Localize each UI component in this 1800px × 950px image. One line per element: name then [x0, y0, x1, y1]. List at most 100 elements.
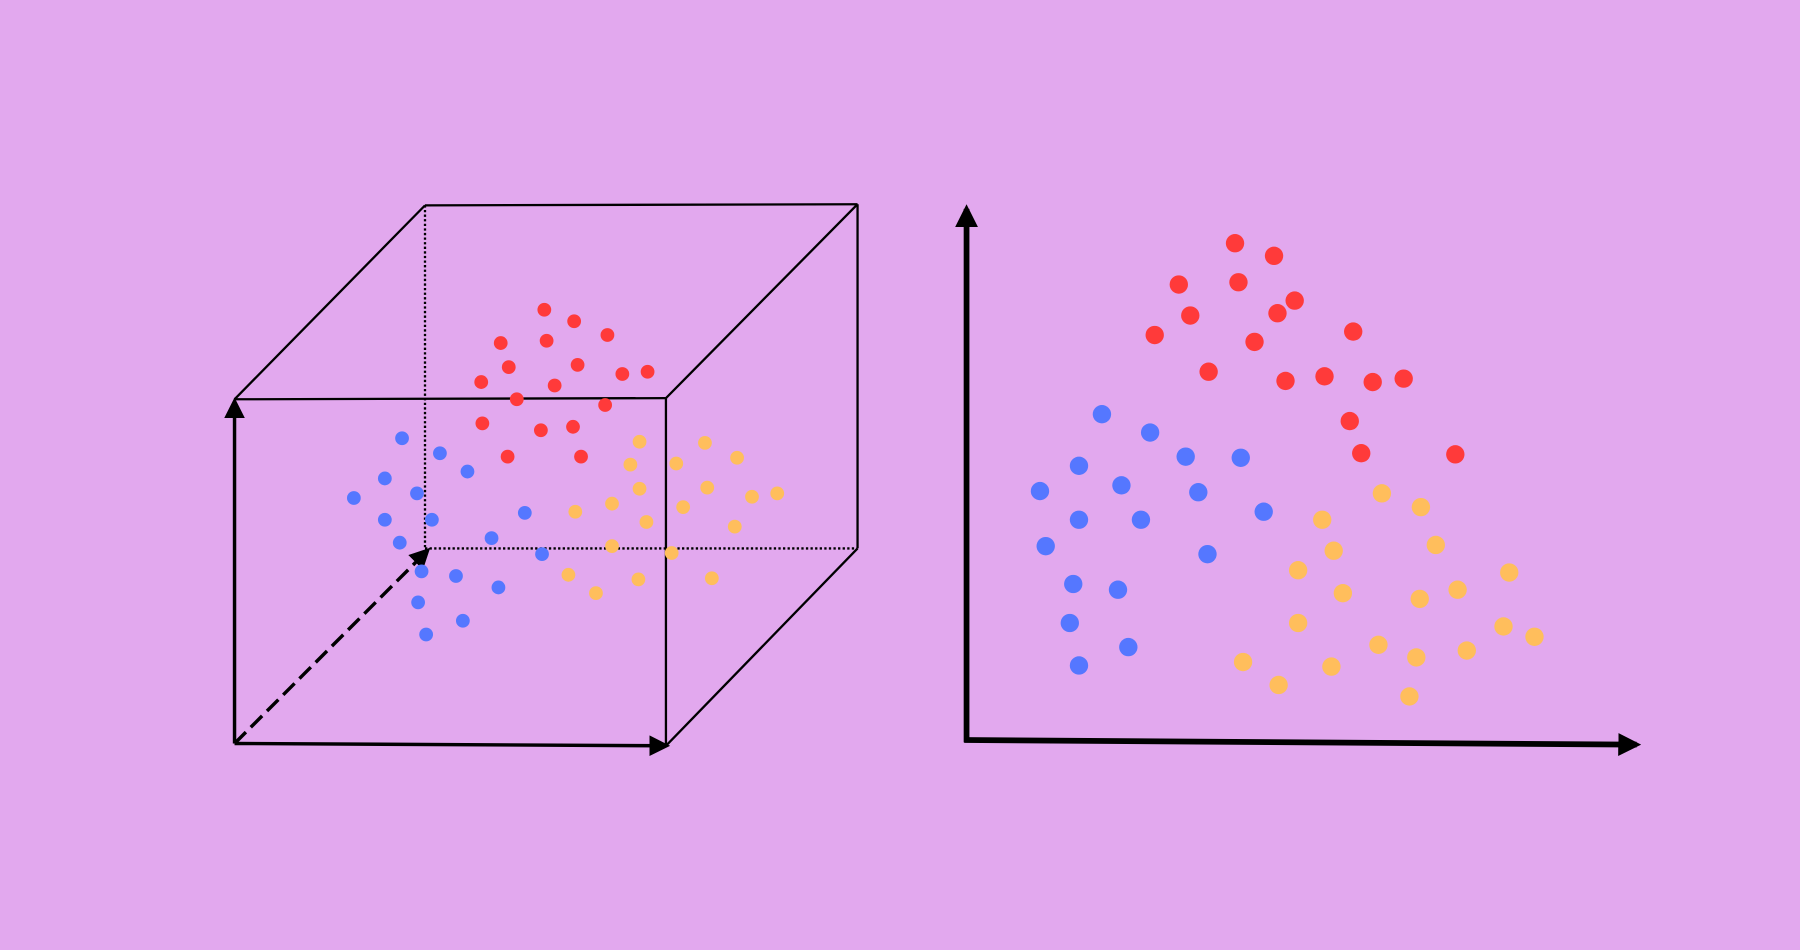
point-3d: [615, 367, 630, 381]
point-2d: [1233, 652, 1253, 672]
point-3d: [605, 496, 619, 511]
point-2d: [1131, 510, 1151, 529]
point-2d: [1322, 657, 1341, 676]
point-2d: [1199, 362, 1218, 381]
axis-arrow: [964, 733, 1642, 756]
point-2d: [1264, 246, 1284, 266]
point-3d: [770, 486, 785, 501]
point-2d: [1411, 497, 1431, 517]
point-2d: [1064, 574, 1083, 594]
point-3d: [425, 512, 439, 527]
point-2d: [1269, 675, 1288, 695]
point-3d: [568, 504, 583, 519]
point-3d: [605, 539, 619, 554]
point-2d: [1410, 589, 1429, 609]
point-3d: [411, 595, 425, 610]
point-3d: [475, 416, 490, 431]
point-2d: [1092, 405, 1112, 424]
point-2d: [1525, 627, 1544, 646]
point-3d: [561, 567, 576, 582]
cube-edge: [233, 204, 426, 401]
point-3d: [377, 512, 392, 527]
point-2d: [1407, 648, 1426, 667]
point-2d: [1500, 563, 1519, 582]
point-3d: [632, 434, 647, 449]
point-2d: [1169, 275, 1188, 294]
point-3d: [501, 360, 516, 375]
point-3d: [493, 336, 508, 350]
point-2d: [1198, 544, 1217, 564]
point-3d: [730, 450, 744, 465]
point-3d: [727, 519, 742, 534]
point-3d: [537, 302, 552, 317]
point-3d: [533, 423, 548, 438]
point-2d: [1268, 304, 1287, 323]
point-2d: [1324, 541, 1343, 560]
cube-edge: [234, 396, 666, 401]
point-3d: [567, 314, 582, 329]
point-2d: [1457, 641, 1476, 660]
point-3d: [566, 419, 580, 434]
point-3d: [539, 333, 554, 348]
point-3d: [509, 392, 524, 407]
point-2d: [1394, 369, 1413, 388]
point-3d: [631, 572, 646, 587]
point-2d: [1108, 580, 1128, 599]
point-2d: [1372, 484, 1392, 503]
plane-axes: [955, 204, 1642, 756]
point-2d: [1060, 613, 1079, 633]
point-3d: [669, 456, 684, 471]
point-3d: [745, 489, 759, 504]
point-3d: [433, 446, 447, 461]
point-2d: [1288, 561, 1308, 580]
point-2d: [1313, 510, 1332, 529]
point-3d: [664, 546, 679, 560]
point-2d: [1119, 637, 1138, 657]
cube-edge: [665, 547, 859, 747]
point-3d: [676, 500, 691, 515]
point-3d: [600, 328, 615, 342]
point-2d: [1145, 325, 1164, 345]
point-3d: [410, 486, 424, 501]
point-2d: [1400, 687, 1419, 706]
cube-edge: [424, 203, 858, 207]
point-2d: [1030, 481, 1050, 501]
point-2d: [1189, 483, 1208, 502]
point-2d: [1363, 372, 1382, 392]
point-2d: [1344, 322, 1363, 341]
point-3d: [395, 431, 409, 446]
point-3d: [623, 457, 638, 472]
point-2d: [1225, 234, 1245, 253]
point-3d: [574, 449, 588, 464]
point-3d: [639, 515, 654, 529]
point-3d: [460, 464, 475, 479]
cube-edge: [665, 203, 859, 399]
point-3d: [632, 481, 647, 496]
point-2d: [1181, 306, 1200, 325]
point-2d: [1494, 617, 1513, 636]
point-2d: [1333, 583, 1353, 603]
point-2d: [1036, 536, 1055, 556]
point-3d: [449, 569, 463, 583]
point-3d: [589, 586, 603, 601]
axis-arrow: [234, 735, 671, 757]
point-3d: [484, 531, 499, 545]
point-2d: [1352, 444, 1371, 463]
point-3d: [419, 627, 434, 642]
point-2d: [1254, 502, 1273, 521]
point-2d: [1069, 656, 1089, 675]
point-3d: [474, 375, 489, 389]
point-2d: [1245, 332, 1264, 352]
point-3d: [700, 480, 715, 495]
point-3d: [517, 505, 532, 520]
point-2d: [1176, 447, 1195, 466]
point-2d: [1140, 423, 1160, 442]
point-2d: [1288, 613, 1308, 633]
point-3d: [598, 398, 613, 412]
point-2d: [1448, 580, 1467, 599]
point-2d: [1276, 371, 1295, 391]
point-2d: [1369, 635, 1388, 654]
